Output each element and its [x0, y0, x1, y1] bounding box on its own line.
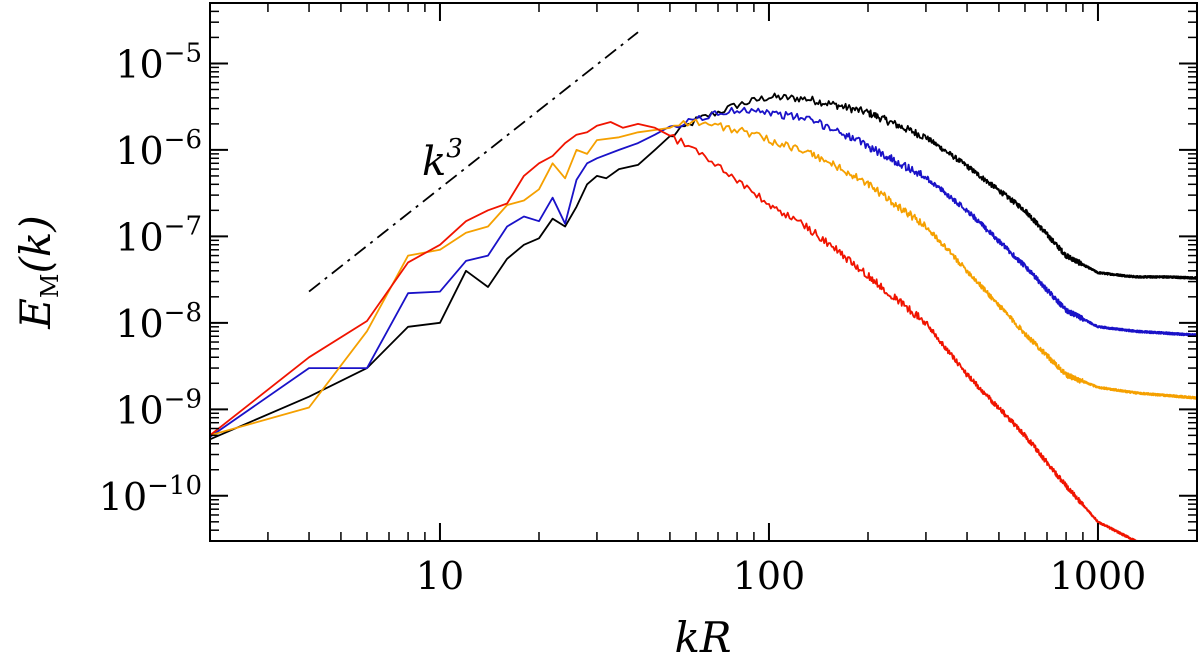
reference-line-layer	[308, 31, 639, 293]
x-tick-label: 10	[416, 554, 464, 598]
series-line-blue	[210, 106, 1197, 438]
plot-frame	[209, 2, 1198, 542]
y-tick-label: 10−7	[115, 211, 202, 259]
tick-layer	[209, 2, 1198, 542]
y-tick-labels: 10−5 10−6 10−7 10−8 10−9 10−10	[99, 38, 202, 518]
x-axis-label: kR	[674, 613, 731, 662]
series-line-black	[210, 92, 1197, 441]
y-axis-label-sub: M	[36, 273, 64, 298]
reference-slope-exponent: 3	[446, 134, 463, 164]
series-line-red	[210, 121, 1139, 541]
reference-slope-annotation: k3	[422, 134, 463, 185]
y-tick-label: 10−10	[99, 471, 202, 519]
reference-slope-base: k	[422, 139, 446, 185]
series-line-orange	[210, 118, 1197, 437]
y-tick-label: 10−8	[115, 298, 202, 346]
y-tick-label: 10−5	[115, 38, 202, 86]
x-tick-label: 1000	[1050, 554, 1147, 598]
y-tick-label: 10−6	[115, 125, 202, 173]
y-axis-label-main: E	[11, 298, 60, 330]
reference-slope-line	[308, 31, 639, 293]
y-axis-label-rest: (k)	[11, 215, 60, 273]
x-tick-label: 100	[733, 554, 806, 598]
x-tick-labels: 10 100 1000	[416, 554, 1147, 598]
y-tick-label: 10−9	[115, 384, 202, 432]
series-layer	[210, 92, 1197, 541]
y-axis-label: EM(k)	[11, 215, 64, 329]
